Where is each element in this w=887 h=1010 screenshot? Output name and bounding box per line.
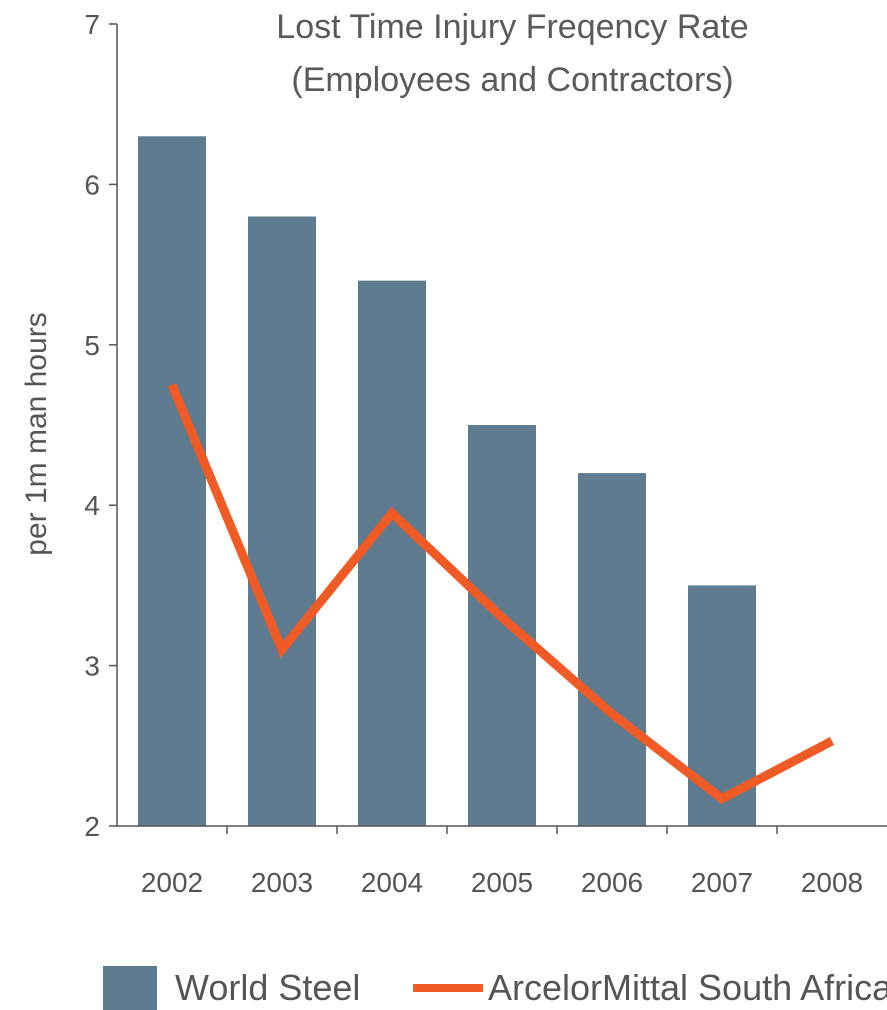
axes <box>109 23 887 834</box>
legend-label-arcelormittal: ArcelorMittal South Africa <box>488 967 887 1008</box>
legend-label-world-steel: World Steel <box>175 967 361 1008</box>
line-point-2005 <box>501 616 503 618</box>
x-tick-label: 2005 <box>471 867 533 898</box>
line-series-arcelormittal <box>167 383 835 805</box>
line-point-2004 <box>391 512 393 514</box>
bar-2002 <box>138 136 206 826</box>
y-tick-label: 5 <box>84 330 100 361</box>
bar-2004 <box>358 280 426 826</box>
line-point-2007 <box>721 798 723 800</box>
x-tick-label: 2007 <box>691 867 753 898</box>
x-tick-label: 2002 <box>141 867 203 898</box>
legend-swatch-arcelormittal <box>413 984 483 992</box>
y-tick-labels: 2 3 4 5 6 7 <box>84 9 100 842</box>
bar-2005 <box>468 425 536 826</box>
x-tick-label: 2006 <box>581 867 643 898</box>
x-tick-label: 2008 <box>801 867 863 898</box>
x-tick-labels: 2002 2003 2004 2005 2006 2007 2008 <box>141 867 863 898</box>
y-tick-label: 7 <box>84 9 100 40</box>
bar-2003 <box>248 216 316 827</box>
line-point-2003 <box>281 649 283 651</box>
y-tick-label: 3 <box>84 651 100 682</box>
legend-swatch-world-steel <box>103 966 157 1010</box>
bar-series-world-steel <box>138 136 756 827</box>
line-point-2006 <box>611 713 613 715</box>
y-tick-label: 6 <box>84 169 100 200</box>
x-tick-label: 2004 <box>361 867 423 898</box>
chart-subtitle: (Employees and Contractors) <box>291 61 734 99</box>
y-axis-label: per 1m man hours <box>20 312 53 556</box>
y-tick-label: 2 <box>84 811 100 842</box>
line-point-2008 <box>831 740 833 742</box>
x-tick-label: 2003 <box>251 867 313 898</box>
chart-title: Lost Time Injury Freqency Rate <box>276 8 749 46</box>
bar-2006 <box>578 473 646 826</box>
line-point-2002 <box>171 384 173 386</box>
y-tick-label: 4 <box>84 490 100 521</box>
